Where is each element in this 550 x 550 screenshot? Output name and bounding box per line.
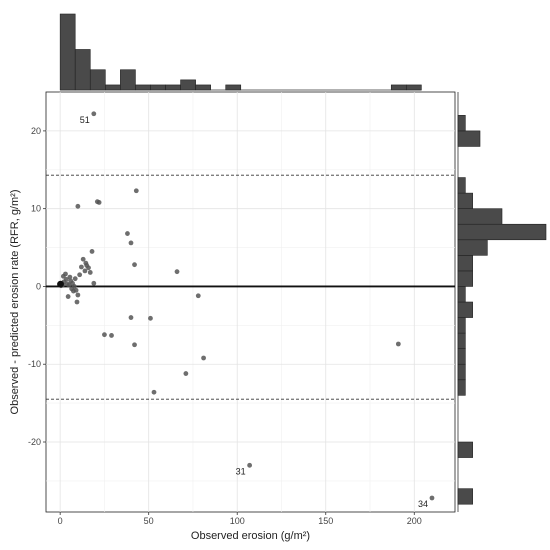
data-point	[174, 269, 180, 275]
y-tick-label: 10	[31, 204, 41, 214]
point-annotation: 34	[418, 499, 428, 509]
x-histogram-bar	[150, 84, 166, 91]
data-point	[195, 293, 201, 299]
x-tick-label: 150	[318, 516, 333, 526]
data-point-cluster	[57, 280, 64, 288]
data-point	[71, 284, 77, 289]
x-histogram-bar	[120, 69, 136, 91]
data-point	[86, 265, 91, 271]
x-histogram-bar	[89, 69, 106, 91]
data-point	[429, 495, 435, 501]
x-histogram-bar	[59, 13, 76, 91]
y-tick-label: -10	[28, 359, 41, 369]
x-tick-label: 50	[144, 516, 154, 526]
y-histogram-bar	[457, 130, 481, 147]
data-point	[75, 292, 81, 298]
y-tick-label: 0	[36, 281, 41, 291]
main-plot-panel: 51 31 34	[45, 91, 456, 513]
x-marginal-histogram	[59, 13, 422, 91]
data-point	[133, 188, 139, 194]
x-tick-label: 200	[407, 516, 422, 526]
data-point	[74, 299, 80, 305]
y-axis-title: Observed - predicted erosion rate (RFR, …	[9, 190, 21, 415]
y-tick-label: 20	[31, 126, 41, 136]
x-tick-label: 100	[230, 516, 245, 526]
data-point	[63, 271, 68, 277]
data-point	[102, 332, 107, 338]
data-point	[148, 315, 153, 321]
data-point	[91, 280, 97, 286]
x-histogram-bar	[225, 84, 242, 91]
x-histogram-bar	[105, 84, 121, 91]
data-points	[57, 111, 435, 501]
data-point	[73, 287, 79, 293]
y-histogram-bar	[457, 317, 466, 334]
data-point	[125, 231, 130, 236]
data-point	[128, 315, 134, 320]
data-point	[151, 389, 157, 395]
x-axis-title: Observed erosion (g/m²)	[191, 530, 310, 542]
y-histogram-bar	[457, 332, 466, 349]
x-histogram-bar	[135, 84, 151, 91]
data-point	[80, 256, 86, 262]
data-point	[201, 355, 206, 361]
y-histogram-bar	[457, 255, 473, 272]
data-point	[72, 276, 78, 282]
y-histogram-bar	[457, 192, 473, 209]
y-histogram-bar	[457, 270, 473, 287]
point-annotations: 51 31 34	[80, 115, 428, 509]
gridlines	[46, 92, 455, 512]
y-histogram-bar	[457, 208, 503, 225]
data-point	[183, 371, 189, 376]
data-point	[109, 333, 114, 338]
point-annotation: 31	[236, 466, 246, 476]
reference-lines	[46, 174, 455, 400]
data-point	[82, 268, 88, 274]
point-annotation: 51	[80, 115, 90, 125]
y-histogram-bar	[457, 239, 488, 256]
x-histogram-bar	[406, 84, 422, 91]
data-point	[89, 249, 95, 254]
y-histogram-bar	[457, 301, 473, 318]
y-histogram-bar	[457, 488, 473, 505]
y-histogram-bar	[457, 115, 466, 132]
data-point	[395, 341, 401, 347]
x-axis-ticks: 0 50 100 150 200	[58, 512, 422, 526]
data-point	[67, 274, 73, 280]
x-histogram-bar	[74, 49, 91, 91]
y-histogram-bar	[457, 223, 547, 241]
data-point	[132, 262, 137, 268]
y-marginal-histogram	[457, 92, 547, 512]
y-histogram-bar	[457, 441, 473, 458]
y-histogram-bar	[457, 348, 466, 365]
x-tick-label: 0	[58, 516, 63, 526]
data-point	[132, 342, 137, 348]
y-tick-label: -20	[28, 437, 41, 447]
data-point	[79, 264, 84, 270]
plot-panel-border	[45, 91, 456, 513]
y-histogram-bar	[457, 286, 466, 303]
y-histogram-bar	[457, 363, 466, 381]
data-point	[96, 200, 102, 205]
data-point	[63, 277, 69, 282]
data-point	[247, 462, 253, 468]
x-histogram-bar	[390, 84, 407, 91]
data-point	[91, 111, 97, 117]
data-point	[87, 270, 93, 275]
data-point	[77, 272, 83, 278]
x-histogram-bar	[165, 84, 181, 91]
x-histogram-bar	[195, 84, 211, 91]
data-point	[65, 294, 71, 299]
y-axis-ticks: -20 -10 0 10 20	[28, 126, 46, 447]
y-histogram-bar	[457, 379, 466, 396]
y-histogram-bar	[457, 177, 466, 194]
x-histogram-bar	[180, 79, 196, 91]
data-point	[75, 203, 81, 209]
data-point	[128, 240, 134, 246]
